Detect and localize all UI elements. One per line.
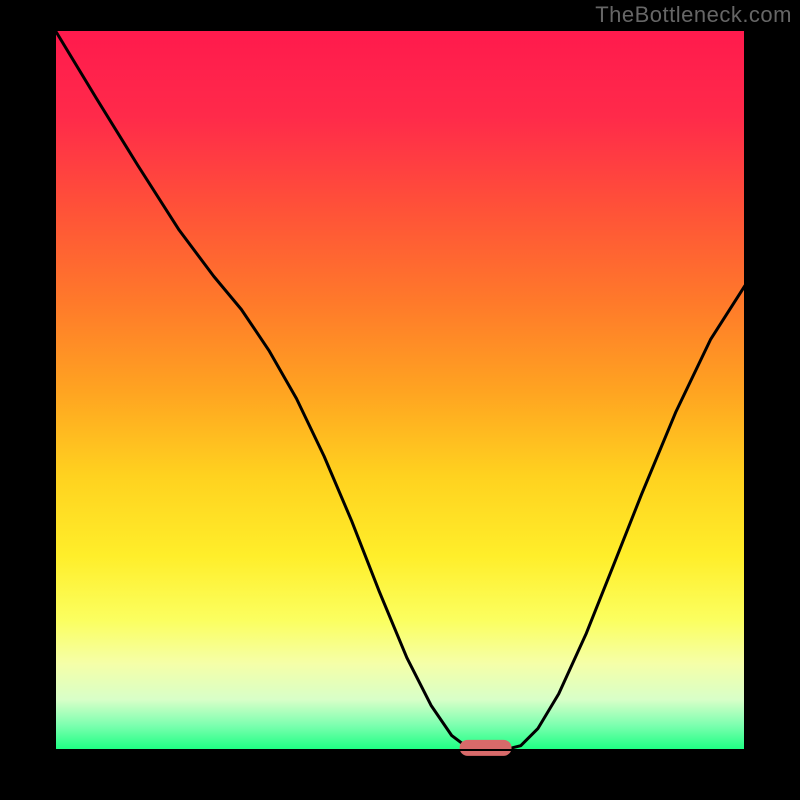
- optimal-marker-pill: [460, 740, 512, 756]
- watermark-text: TheBottleneck.com: [595, 2, 792, 28]
- bottleneck-chart: [0, 0, 800, 800]
